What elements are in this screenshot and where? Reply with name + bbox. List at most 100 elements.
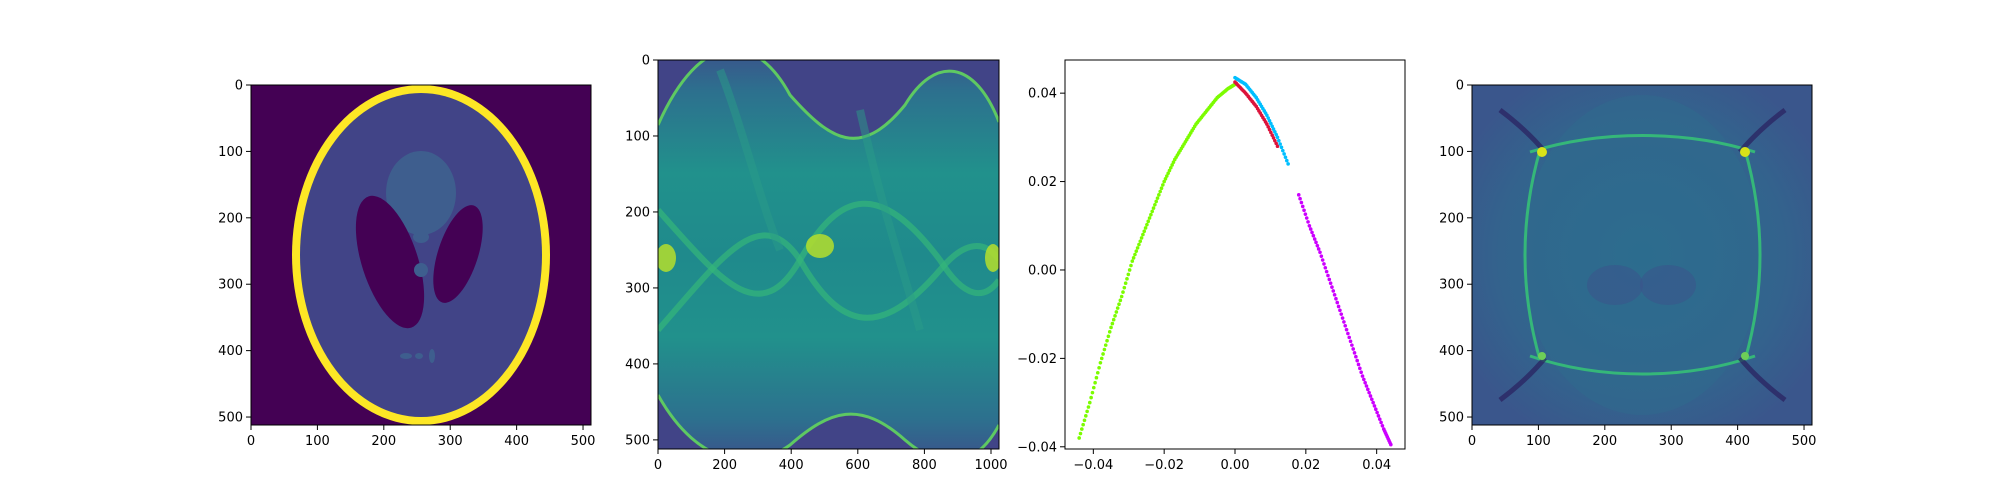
scatter-point — [1362, 377, 1366, 382]
scatter-point — [1162, 179, 1166, 184]
scatter-point — [1101, 352, 1105, 356]
scatter-point — [1364, 384, 1369, 388]
scatter-point — [1279, 145, 1284, 150]
scatter-panel: −0.04 −0.02 0.00 0.02 0.04 −0.04 −0.02 0.00 0.02… — [1017, 59, 1406, 473]
scatter-point — [1283, 155, 1288, 160]
scatter-point — [1146, 219, 1151, 224]
scatter-point — [1339, 312, 1344, 316]
x-tick-label: 300 — [1659, 434, 1684, 449]
scatter-point — [1273, 138, 1277, 143]
backprojection-panel: 0 100 200 300 400 500 0 100 200 300 400 500 — [1439, 79, 1816, 450]
scatter-point — [1350, 343, 1354, 347]
scatter-point — [1094, 375, 1099, 380]
scatter-point — [1314, 240, 1318, 245]
scatter-point — [1266, 116, 1271, 120]
scatter-point — [1368, 394, 1373, 398]
x-tick-label: 0.00 — [1221, 458, 1250, 473]
scatter-point — [1115, 306, 1120, 310]
sinogram-panel: 0 200 400 600 800 1000 0 100 200 300 400 500 — [625, 54, 1007, 474]
scatter-point — [1122, 285, 1127, 290]
scatter-point — [1303, 212, 1308, 216]
scatter-point — [1109, 325, 1113, 330]
scatter-point — [1086, 405, 1091, 409]
phantom-panel: 0 100 200 300 400 500 0 100 200 300 400 500 — [218, 79, 595, 450]
scatter-point — [1275, 144, 1280, 148]
scatter-point — [1324, 269, 1329, 274]
scatter-point — [1300, 204, 1305, 209]
scatter-point — [1271, 136, 1276, 140]
scatter-point — [1167, 168, 1172, 173]
scatter-point — [1312, 237, 1317, 241]
scatter-point — [1153, 202, 1157, 207]
scatter-point — [1375, 410, 1379, 415]
scatter-point — [1137, 242, 1141, 247]
scatter-point — [1134, 249, 1139, 253]
x-tick-label: 0.04 — [1362, 458, 1391, 473]
scatter-axes-frame — [1064, 59, 1406, 450]
scatter-point — [1117, 302, 1121, 307]
scatter-point — [1157, 193, 1161, 197]
x-tick-label: 1000 — [974, 458, 1007, 473]
scatter-point — [1379, 420, 1383, 425]
scatter-point — [1371, 400, 1375, 405]
scatter-point — [1166, 171, 1170, 176]
scatter-point — [1323, 265, 1328, 270]
y-tick-label: 0 — [235, 79, 243, 94]
scatter-point — [1110, 321, 1115, 326]
x-tick-label: 500 — [571, 434, 596, 449]
scatter-point — [1281, 148, 1285, 153]
scatter-point — [1316, 247, 1321, 251]
scatter-point — [1093, 380, 1097, 385]
scatter-point — [1351, 347, 1356, 351]
scatter-point — [1356, 362, 1361, 367]
scatter-point — [1161, 183, 1165, 187]
scatter-point — [1125, 277, 1129, 281]
scatter-point — [1298, 196, 1302, 201]
scatter-point — [1335, 300, 1340, 305]
y-tick-label: 200 — [625, 205, 650, 220]
y-tick-label: 400 — [1439, 344, 1464, 359]
scatter-point — [1143, 226, 1148, 230]
y-tick-label: 400 — [218, 344, 243, 359]
scatter-point — [1085, 409, 1089, 414]
scatter-point — [1311, 233, 1316, 238]
scatter-point — [1366, 387, 1370, 392]
scatter-point — [1319, 254, 1324, 258]
scatter-point — [1307, 223, 1312, 228]
scatter-point — [1138, 239, 1143, 244]
scatter-point — [1373, 407, 1378, 412]
scatter-point — [1284, 158, 1289, 163]
x-tick-label: 0 — [247, 434, 255, 449]
scatter-point — [1077, 436, 1081, 440]
scatter-point — [1326, 273, 1330, 278]
scatter-point — [1151, 206, 1156, 210]
scatter-point — [1163, 176, 1168, 181]
scatter-point — [1082, 418, 1087, 423]
x-tick-label: 0.02 — [1291, 458, 1320, 473]
scatter-point — [1091, 385, 1096, 390]
x-tick-label: 400 — [1725, 434, 1750, 449]
scatter-point — [1078, 431, 1083, 436]
y-tick-label: 100 — [625, 129, 650, 144]
scatter-point — [1376, 414, 1381, 418]
scatter-point — [1332, 293, 1337, 297]
scatter-point — [1308, 227, 1313, 231]
x-tick-label: 200 — [712, 458, 737, 473]
scatter-point — [1158, 189, 1162, 194]
scatter-point — [1270, 133, 1274, 137]
scatter-point — [1318, 250, 1322, 255]
scatter-point — [1154, 199, 1158, 204]
scatter-point — [1123, 281, 1128, 286]
scatter-point — [1141, 232, 1145, 237]
x-tick-label: −0.02 — [1144, 458, 1184, 473]
scatter-point — [1306, 220, 1310, 224]
scatter-point — [1342, 320, 1346, 324]
scatter-point — [1274, 132, 1278, 137]
scatter-point — [1099, 356, 1104, 361]
scatter-point — [1267, 118, 1272, 123]
scatter-point — [1142, 229, 1147, 234]
scatter-point — [1359, 370, 1363, 374]
scatter-point — [1090, 390, 1095, 395]
scatter-point — [1145, 222, 1149, 227]
